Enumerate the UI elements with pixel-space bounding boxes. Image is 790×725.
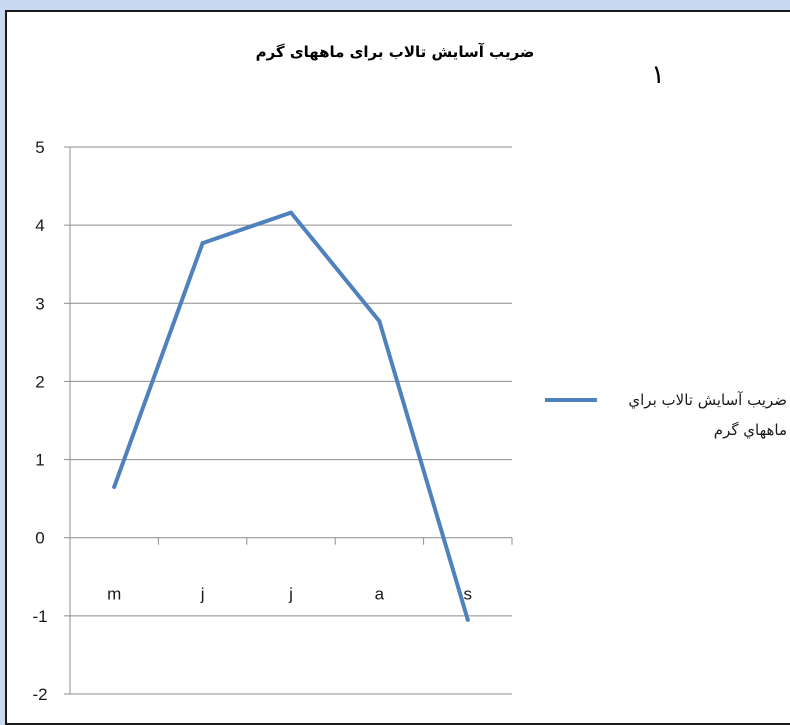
y-tick-label: 2 xyxy=(35,372,44,391)
y-tick-label: 3 xyxy=(35,294,44,313)
data-point xyxy=(112,484,117,489)
x-tick-label: a xyxy=(375,585,385,604)
x-tick-label: m xyxy=(107,585,121,604)
data-point xyxy=(289,210,293,215)
y-tick-label: -1 xyxy=(32,607,47,626)
chart-frame xyxy=(5,10,790,725)
data-point xyxy=(200,241,205,246)
x-tick-label: s xyxy=(464,585,473,604)
y-tick-label: -2 xyxy=(32,685,47,704)
data-point xyxy=(465,617,470,622)
x-tick-label: j xyxy=(200,585,205,604)
chart-title: ضریب آسایش تالاب برای ماههای گرم xyxy=(255,43,535,61)
y-tick-label: 0 xyxy=(35,529,44,548)
data-point xyxy=(377,319,382,324)
y-tick-label: 1 xyxy=(35,451,44,470)
y-tick-label: 4 xyxy=(35,216,44,235)
page-number-mark: ۱ xyxy=(651,60,665,90)
legend-label: ضريب آسايش تالاب براي ماههاي گرم xyxy=(628,391,787,439)
series-line xyxy=(112,210,470,622)
legend-swatch xyxy=(545,398,597,402)
y-tick-label: 5 xyxy=(35,138,44,157)
x-tick-label: j xyxy=(288,585,293,604)
